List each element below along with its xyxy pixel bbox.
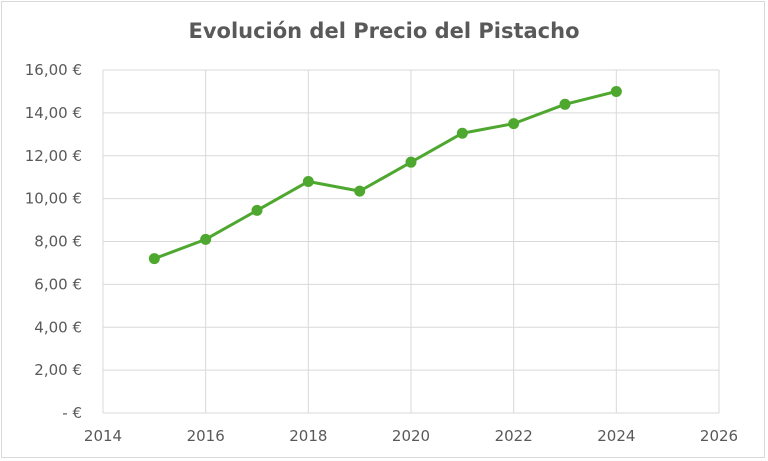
- data-point: [200, 233, 212, 245]
- y-tick-label: 6,00 €: [34, 275, 82, 293]
- chart-title: Evolución del Precio del Pistacho: [188, 19, 579, 43]
- data-point: [456, 127, 468, 139]
- x-tick-label: 2020: [392, 427, 430, 445]
- x-tick-label: 2022: [495, 427, 533, 445]
- data-point: [610, 85, 622, 97]
- y-tick-label: 10,00 €: [25, 190, 82, 208]
- x-tick-label: 2016: [187, 427, 225, 445]
- series-layer: [148, 85, 622, 265]
- data-point: [559, 98, 571, 110]
- y-tick-label: - €: [62, 404, 82, 422]
- x-tick-label: 2018: [289, 427, 327, 445]
- y-tick-label: 8,00 €: [34, 233, 82, 251]
- y-tick-label: 12,00 €: [25, 147, 82, 165]
- series-line: [152, 89, 618, 261]
- gridlines: [102, 69, 720, 414]
- data-point: [354, 185, 366, 197]
- y-tick-label: 16,00 €: [25, 61, 82, 79]
- data-point: [508, 118, 520, 130]
- y-tick-label: 2,00 €: [34, 361, 82, 379]
- x-tick-label: 2026: [700, 427, 738, 445]
- y-axis-tick-labels: - € 2,00 € 4,00 € 6,00 € 8,00 € 10,00 € 12,00 …: [25, 61, 82, 422]
- x-axis-tick-labels: 2014 2016 2018 2020 2022 2024 2026: [84, 427, 738, 445]
- data-point: [405, 156, 417, 168]
- x-tick-label: 2024: [597, 427, 635, 445]
- y-tick-label: 4,00 €: [34, 318, 82, 336]
- y-tick-label: 14,00 €: [25, 104, 82, 122]
- x-tick-label: 2014: [84, 427, 122, 445]
- data-point: [148, 253, 160, 265]
- data-point: [251, 204, 263, 216]
- data-point: [302, 175, 314, 187]
